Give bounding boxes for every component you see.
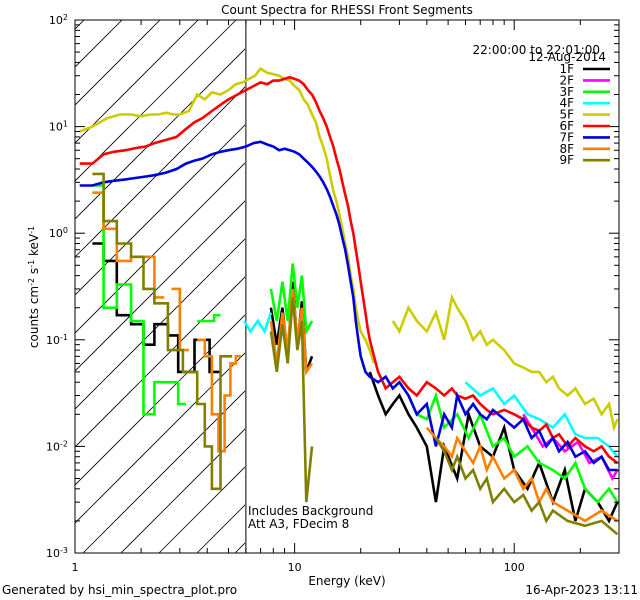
- legend-label-5F: 5F: [559, 108, 574, 122]
- series-line-7F: [79, 140, 618, 472]
- y-tick-label: 10-1: [46, 332, 68, 347]
- legend-label-1F: 1F: [559, 62, 574, 76]
- x-tick-label: 10: [288, 561, 302, 574]
- x-axis-label: Energy (keV): [308, 574, 385, 588]
- hatch-line: [75, 352, 245, 524]
- series-line-6F: [79, 75, 619, 464]
- x-tick-label: 100: [504, 561, 525, 574]
- legend-label-8F: 8F: [559, 142, 574, 156]
- hatch-line: [75, 314, 245, 486]
- y-tick-label: 102: [49, 13, 68, 28]
- legend-label-3F: 3F: [559, 85, 574, 99]
- footer-date: 16-Apr-2023 13:11: [525, 583, 638, 597]
- hatch-line: [75, 238, 245, 410]
- hatch-line: [273, 0, 640, 553]
- hatch-line: [75, 48, 245, 220]
- legend-label-4F: 4F: [559, 96, 574, 110]
- hatch-line: [75, 20, 199, 144]
- hatch-line: [75, 20, 161, 106]
- y-tick-label: 10-2: [46, 439, 68, 454]
- attenuator-hatched-region: [75, 0, 640, 553]
- y-tick-label: 100: [49, 226, 68, 241]
- hatch-line: [120, 428, 245, 553]
- hatch-line: [75, 200, 245, 372]
- hatch-line: [75, 20, 237, 182]
- y-axis-label: counts cm-2 s-1 keV-1: [27, 226, 42, 348]
- hatch-line: [82, 390, 245, 553]
- time-range-label: 22:00:00 to 22:01:00: [473, 43, 600, 57]
- series-line-9F: [92, 172, 619, 536]
- hatch-line: [349, 0, 640, 553]
- legend-label-6F: 6F: [559, 119, 574, 133]
- legend-label-9F: 9F: [559, 153, 574, 167]
- legend-label-2F: 2F: [559, 73, 574, 87]
- annotation-line-2: Att A3, FDecim 8: [248, 517, 349, 531]
- series-group: [79, 66, 619, 536]
- y-tick-label: 101: [49, 119, 68, 134]
- y-tick-label: 10-3: [46, 546, 68, 561]
- plot-frame: [74, 19, 620, 554]
- hatch-line: [75, 162, 245, 334]
- legend-label-7F: 7F: [559, 130, 574, 144]
- annotation-line-1: Includes Background: [248, 504, 373, 518]
- date-label: 12-Aug-2014: [528, 50, 606, 64]
- footer-generated-by: Generated by hsi_min_spectra_plot.pro: [2, 583, 237, 597]
- chart-title: Count Spectra for RHESSI Front Segments: [221, 3, 473, 17]
- hatch-line: [75, 124, 245, 296]
- series-line-3F: [92, 184, 619, 505]
- hatch-line: [75, 20, 85, 30]
- x-tick-label: 1: [72, 561, 79, 574]
